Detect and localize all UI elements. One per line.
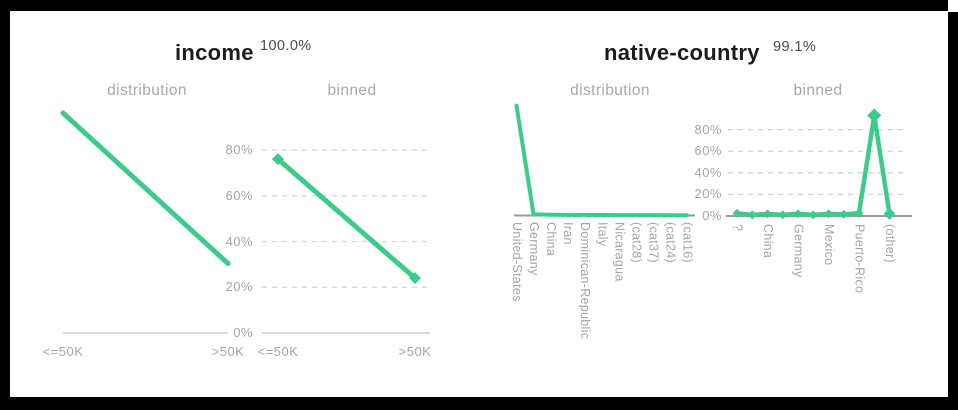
point-marker[interactable] <box>272 153 284 166</box>
feature-coverage-income: 100.0% <box>260 38 312 54</box>
section-label-income-binned: binned <box>327 82 377 99</box>
point-marker[interactable] <box>808 210 818 220</box>
series-line-income-binned[interactable] <box>275 156 418 281</box>
series-line-income-distribution[interactable] <box>60 110 231 267</box>
section-label-income-distribution: distribution <box>107 82 187 99</box>
point-marker[interactable] <box>778 210 788 220</box>
point-marker[interactable] <box>867 108 882 123</box>
section-label-native-country-binned: binned <box>793 82 843 99</box>
point-marker[interactable] <box>793 209 803 219</box>
feature-title-native-country: native-country <box>604 40 760 65</box>
point-marker[interactable] <box>824 209 833 219</box>
series-line-native-country-binned[interactable] <box>734 113 892 218</box>
point-marker[interactable] <box>883 207 896 220</box>
point-marker[interactable] <box>839 209 849 219</box>
feature-title-income: income <box>175 40 254 65</box>
point-marker[interactable] <box>854 208 864 218</box>
point-marker[interactable] <box>747 210 757 220</box>
section-label-native-country-distribution: distribution <box>570 82 650 99</box>
feature-coverage-native-country: 99.1% <box>773 39 817 55</box>
corner-notch <box>948 0 958 12</box>
point-marker[interactable] <box>409 272 421 285</box>
point-marker[interactable] <box>732 208 742 218</box>
point-marker[interactable] <box>763 209 772 219</box>
series-line-native-country-distribution[interactable] <box>514 103 689 218</box>
